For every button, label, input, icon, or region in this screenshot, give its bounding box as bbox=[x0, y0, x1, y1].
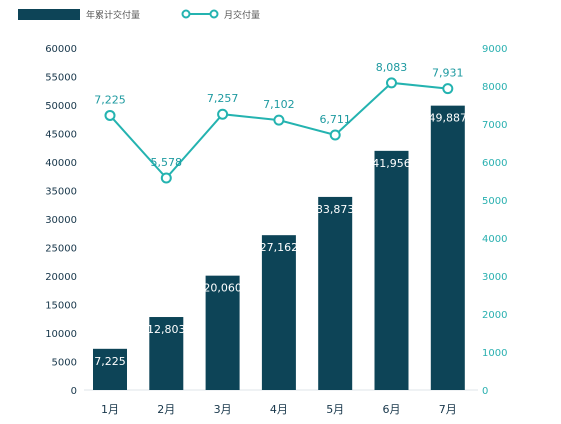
right-axis-tick-label: 7000 bbox=[482, 120, 507, 131]
left-axis-tick-label: 0 bbox=[71, 386, 77, 397]
left-axis-tick-label: 50000 bbox=[45, 101, 77, 112]
x-axis-category-label: 1月 bbox=[101, 403, 119, 416]
left-axis-tick-label: 20000 bbox=[45, 272, 77, 283]
left-axis-ticks: 0 5000 10000 15000 20000 25000 30000 35000 40000… bbox=[45, 44, 77, 397]
x-axis-category-label: 7月 bbox=[439, 403, 457, 416]
legend-line-label: 月交付量 bbox=[224, 9, 260, 21]
line-point bbox=[160, 172, 172, 184]
line-point bbox=[329, 129, 341, 141]
bar-value-label: 7,225 bbox=[94, 355, 126, 368]
bar bbox=[374, 150, 409, 390]
bar-labels: 7,225 12,803 20,060 27,162 33,873 41,956 49,88… bbox=[94, 112, 467, 368]
bar bbox=[93, 348, 127, 390]
right-axis-tick-label: 1000 bbox=[482, 348, 507, 359]
line-point-label: 8,083 bbox=[376, 61, 408, 74]
x-axis-category-label: 6月 bbox=[383, 403, 401, 416]
line-point-label: 7,931 bbox=[432, 67, 464, 80]
bar bbox=[430, 105, 465, 390]
line-point bbox=[104, 109, 116, 121]
line-point bbox=[386, 77, 397, 89]
left-axis-tick-label: 25000 bbox=[45, 244, 77, 255]
bar-value-label: 33,873 bbox=[316, 203, 355, 216]
bar bbox=[205, 275, 240, 390]
right-axis-ticks: 0 1000 2000 3000 4000 5000 6000 7000 8000 9000 bbox=[482, 44, 507, 397]
line-series: 7,225 5,578 7,257 7,102 6,711 8,083 7,931 bbox=[94, 61, 464, 184]
bar-value-label: 49,887 bbox=[429, 112, 468, 125]
right-axis-tick-label: 6000 bbox=[482, 158, 507, 169]
right-axis-tick-label: 5000 bbox=[482, 196, 507, 207]
line-point-label: 7,102 bbox=[263, 98, 295, 111]
x-axis-category-label: 5月 bbox=[326, 403, 344, 416]
line-point-label: 5,578 bbox=[151, 156, 183, 169]
bar bbox=[149, 317, 184, 390]
bar-value-label: 41,956 bbox=[372, 157, 411, 170]
line-point bbox=[217, 108, 229, 120]
bar-value-label: 12,803 bbox=[147, 323, 186, 336]
right-axis-tick-label: 2000 bbox=[482, 310, 507, 321]
left-axis-tick-label: 5000 bbox=[52, 358, 77, 369]
bar bbox=[318, 196, 353, 390]
bar bbox=[261, 235, 296, 390]
left-axis-tick-label: 15000 bbox=[45, 301, 77, 312]
right-axis-tick-label: 3000 bbox=[482, 272, 507, 283]
left-axis-tick-label: 60000 bbox=[45, 44, 77, 55]
x-axis-categories: 1月 2月 3月 4月 5月 6月 7月 bbox=[101, 403, 457, 416]
bar-value-label: 27,162 bbox=[260, 241, 299, 254]
left-axis-tick-label: 10000 bbox=[45, 329, 77, 340]
legend-line-marker-left bbox=[181, 9, 191, 19]
x-axis-category-label: 3月 bbox=[214, 403, 232, 416]
right-axis-tick-label: 4000 bbox=[482, 234, 507, 245]
left-axis-tick-label: 55000 bbox=[45, 73, 77, 84]
x-axis-category-label: 2月 bbox=[157, 403, 175, 416]
right-axis-tick-label: 9000 bbox=[482, 44, 507, 55]
line-point-label: 7,257 bbox=[207, 92, 239, 105]
line-point bbox=[273, 114, 285, 126]
left-axis-tick-label: 35000 bbox=[45, 187, 77, 198]
right-axis-tick-label: 0 bbox=[482, 386, 488, 397]
left-axis-tick-label: 30000 bbox=[45, 215, 77, 226]
right-axis-tick-label: 8000 bbox=[482, 82, 507, 93]
bar-value-label: 20,060 bbox=[203, 282, 242, 295]
line-point bbox=[442, 83, 454, 95]
legend-bar-swatch bbox=[18, 9, 80, 20]
bar-series bbox=[93, 105, 465, 390]
line-point-label: 6,711 bbox=[319, 113, 351, 126]
left-axis-tick-label: 40000 bbox=[45, 158, 77, 169]
legend-line-marker-right bbox=[209, 9, 219, 19]
legend: 年累计交付量 月交付量 bbox=[18, 9, 260, 21]
left-axis-tick-label: 45000 bbox=[45, 130, 77, 141]
line-point-label: 7,225 bbox=[94, 93, 126, 106]
legend-bar-label: 年累计交付量 bbox=[86, 9, 140, 21]
x-axis-category-label: 4月 bbox=[270, 403, 288, 416]
